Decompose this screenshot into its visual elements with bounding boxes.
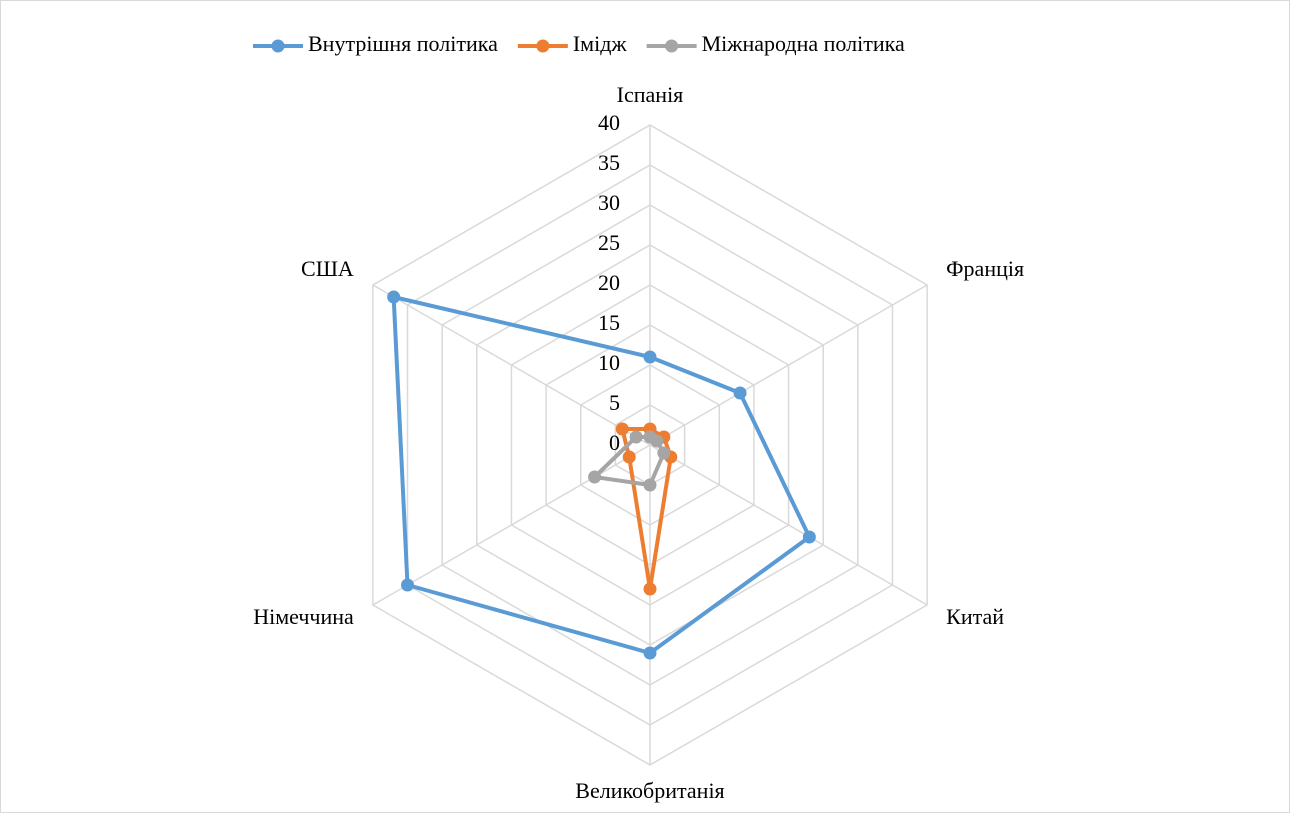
- series-marker: [643, 646, 657, 660]
- series-marker: [657, 446, 671, 460]
- legend-marker: [536, 39, 550, 53]
- legend-label: Внутрішня політика: [308, 31, 498, 56]
- series-marker: [650, 434, 664, 448]
- series-marker: [387, 290, 401, 304]
- series-marker: [643, 478, 657, 492]
- legend-label: Імідж: [573, 31, 628, 56]
- category-label: Франція: [946, 256, 1024, 281]
- series-marker: [643, 582, 657, 596]
- r-tick-label: 35: [598, 150, 620, 175]
- series-marker: [622, 450, 636, 464]
- spoke: [372, 284, 651, 446]
- category-label: США: [301, 256, 354, 281]
- r-tick-label: 25: [598, 230, 620, 255]
- series-marker: [629, 430, 643, 444]
- legend-marker: [665, 39, 679, 53]
- r-tick-label: 0: [609, 430, 620, 455]
- series-marker: [733, 386, 747, 400]
- r-tick-label: 5: [609, 390, 620, 415]
- spoke: [372, 444, 651, 606]
- series-marker: [588, 470, 602, 484]
- r-tick-label: 30: [598, 190, 620, 215]
- legend-label: Міжнародна політика: [702, 31, 905, 56]
- category-label: Китай: [946, 604, 1004, 629]
- r-tick-label: 15: [598, 310, 620, 335]
- series-marker: [401, 578, 415, 592]
- series-marker: [802, 530, 816, 544]
- legend-marker: [271, 39, 285, 53]
- series-marker: [615, 422, 629, 436]
- r-tick-label: 20: [598, 270, 620, 295]
- category-label: Іспанія: [617, 82, 684, 107]
- category-label: Німеччина: [253, 604, 354, 629]
- r-tick-label: 40: [598, 110, 620, 135]
- spoke: [649, 284, 928, 446]
- series-marker: [643, 350, 657, 364]
- spoke: [649, 444, 928, 606]
- category-label: Великобританія: [575, 778, 724, 803]
- r-tick-label: 10: [598, 350, 620, 375]
